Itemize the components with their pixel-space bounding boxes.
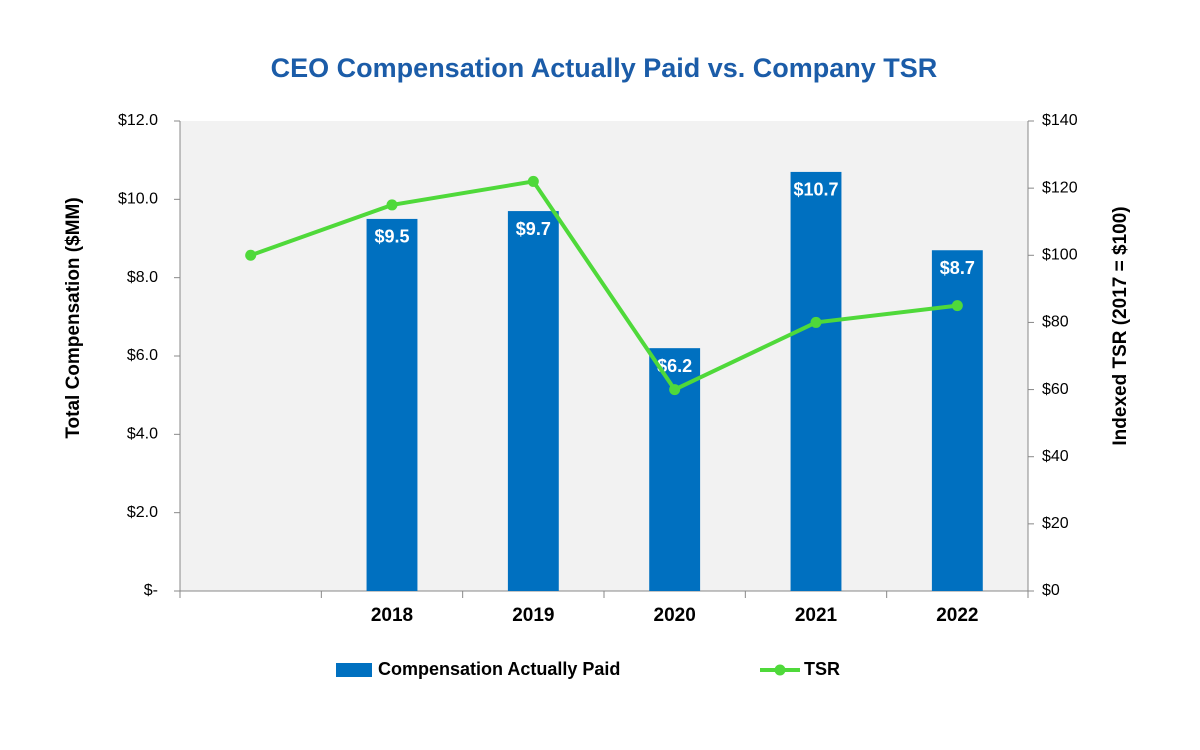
y2-tick-label: $0 [1042,582,1060,599]
value-label: $10.7 [793,180,838,200]
plot-area [180,121,1028,591]
chart-title: CEO Compensation Actually Paid vs. Compa… [271,53,938,83]
line-marker [810,316,822,328]
line-marker [669,384,681,396]
line-marker [386,199,398,211]
x-tick-label: 2018 [371,605,413,626]
y-tick-label: $6.0 [127,347,158,364]
line-marker [951,300,963,312]
y2-tick-label: $120 [1042,179,1078,196]
y2-tick-label: $60 [1042,381,1069,398]
value-label: $9.5 [374,227,409,247]
value-label: $9.7 [516,219,551,239]
bar [366,218,418,591]
line-marker [245,249,257,261]
x-tick-label: 2022 [936,605,978,626]
value-label: $6.2 [657,356,692,376]
y-tick-label: $8.0 [127,269,158,286]
x-tick-label: 2019 [512,605,554,626]
y-tick-label: $4.0 [127,426,158,443]
bar [507,211,559,592]
y-tick-label: $10.0 [118,191,158,208]
y2-axis-title: Indexed TSR (2017 = $100) [1110,206,1131,445]
value-label: $8.7 [940,258,975,278]
line-marker [527,175,539,187]
y2-tick-label: $80 [1042,314,1069,331]
legend-label: TSR [804,659,840,679]
y-axis-title: Total Compensation ($MM) [63,197,84,438]
legend-label: Compensation Actually Paid [378,659,620,679]
y-tick-label: $2.0 [127,504,158,521]
y2-tick-label: $20 [1042,515,1069,532]
y-tick-label: $12.0 [118,112,158,129]
x-tick-label: 2021 [795,605,838,626]
x-tick-label: 2020 [654,605,696,626]
y2-tick-label: $140 [1042,112,1078,129]
bar [790,171,842,591]
legend-marker [774,664,786,676]
line [249,179,958,393]
legend-swatch [336,663,372,677]
y2-tick-label: $40 [1042,448,1069,465]
y-tick-label: $- [144,582,158,599]
y2-tick-label: $100 [1042,247,1078,264]
